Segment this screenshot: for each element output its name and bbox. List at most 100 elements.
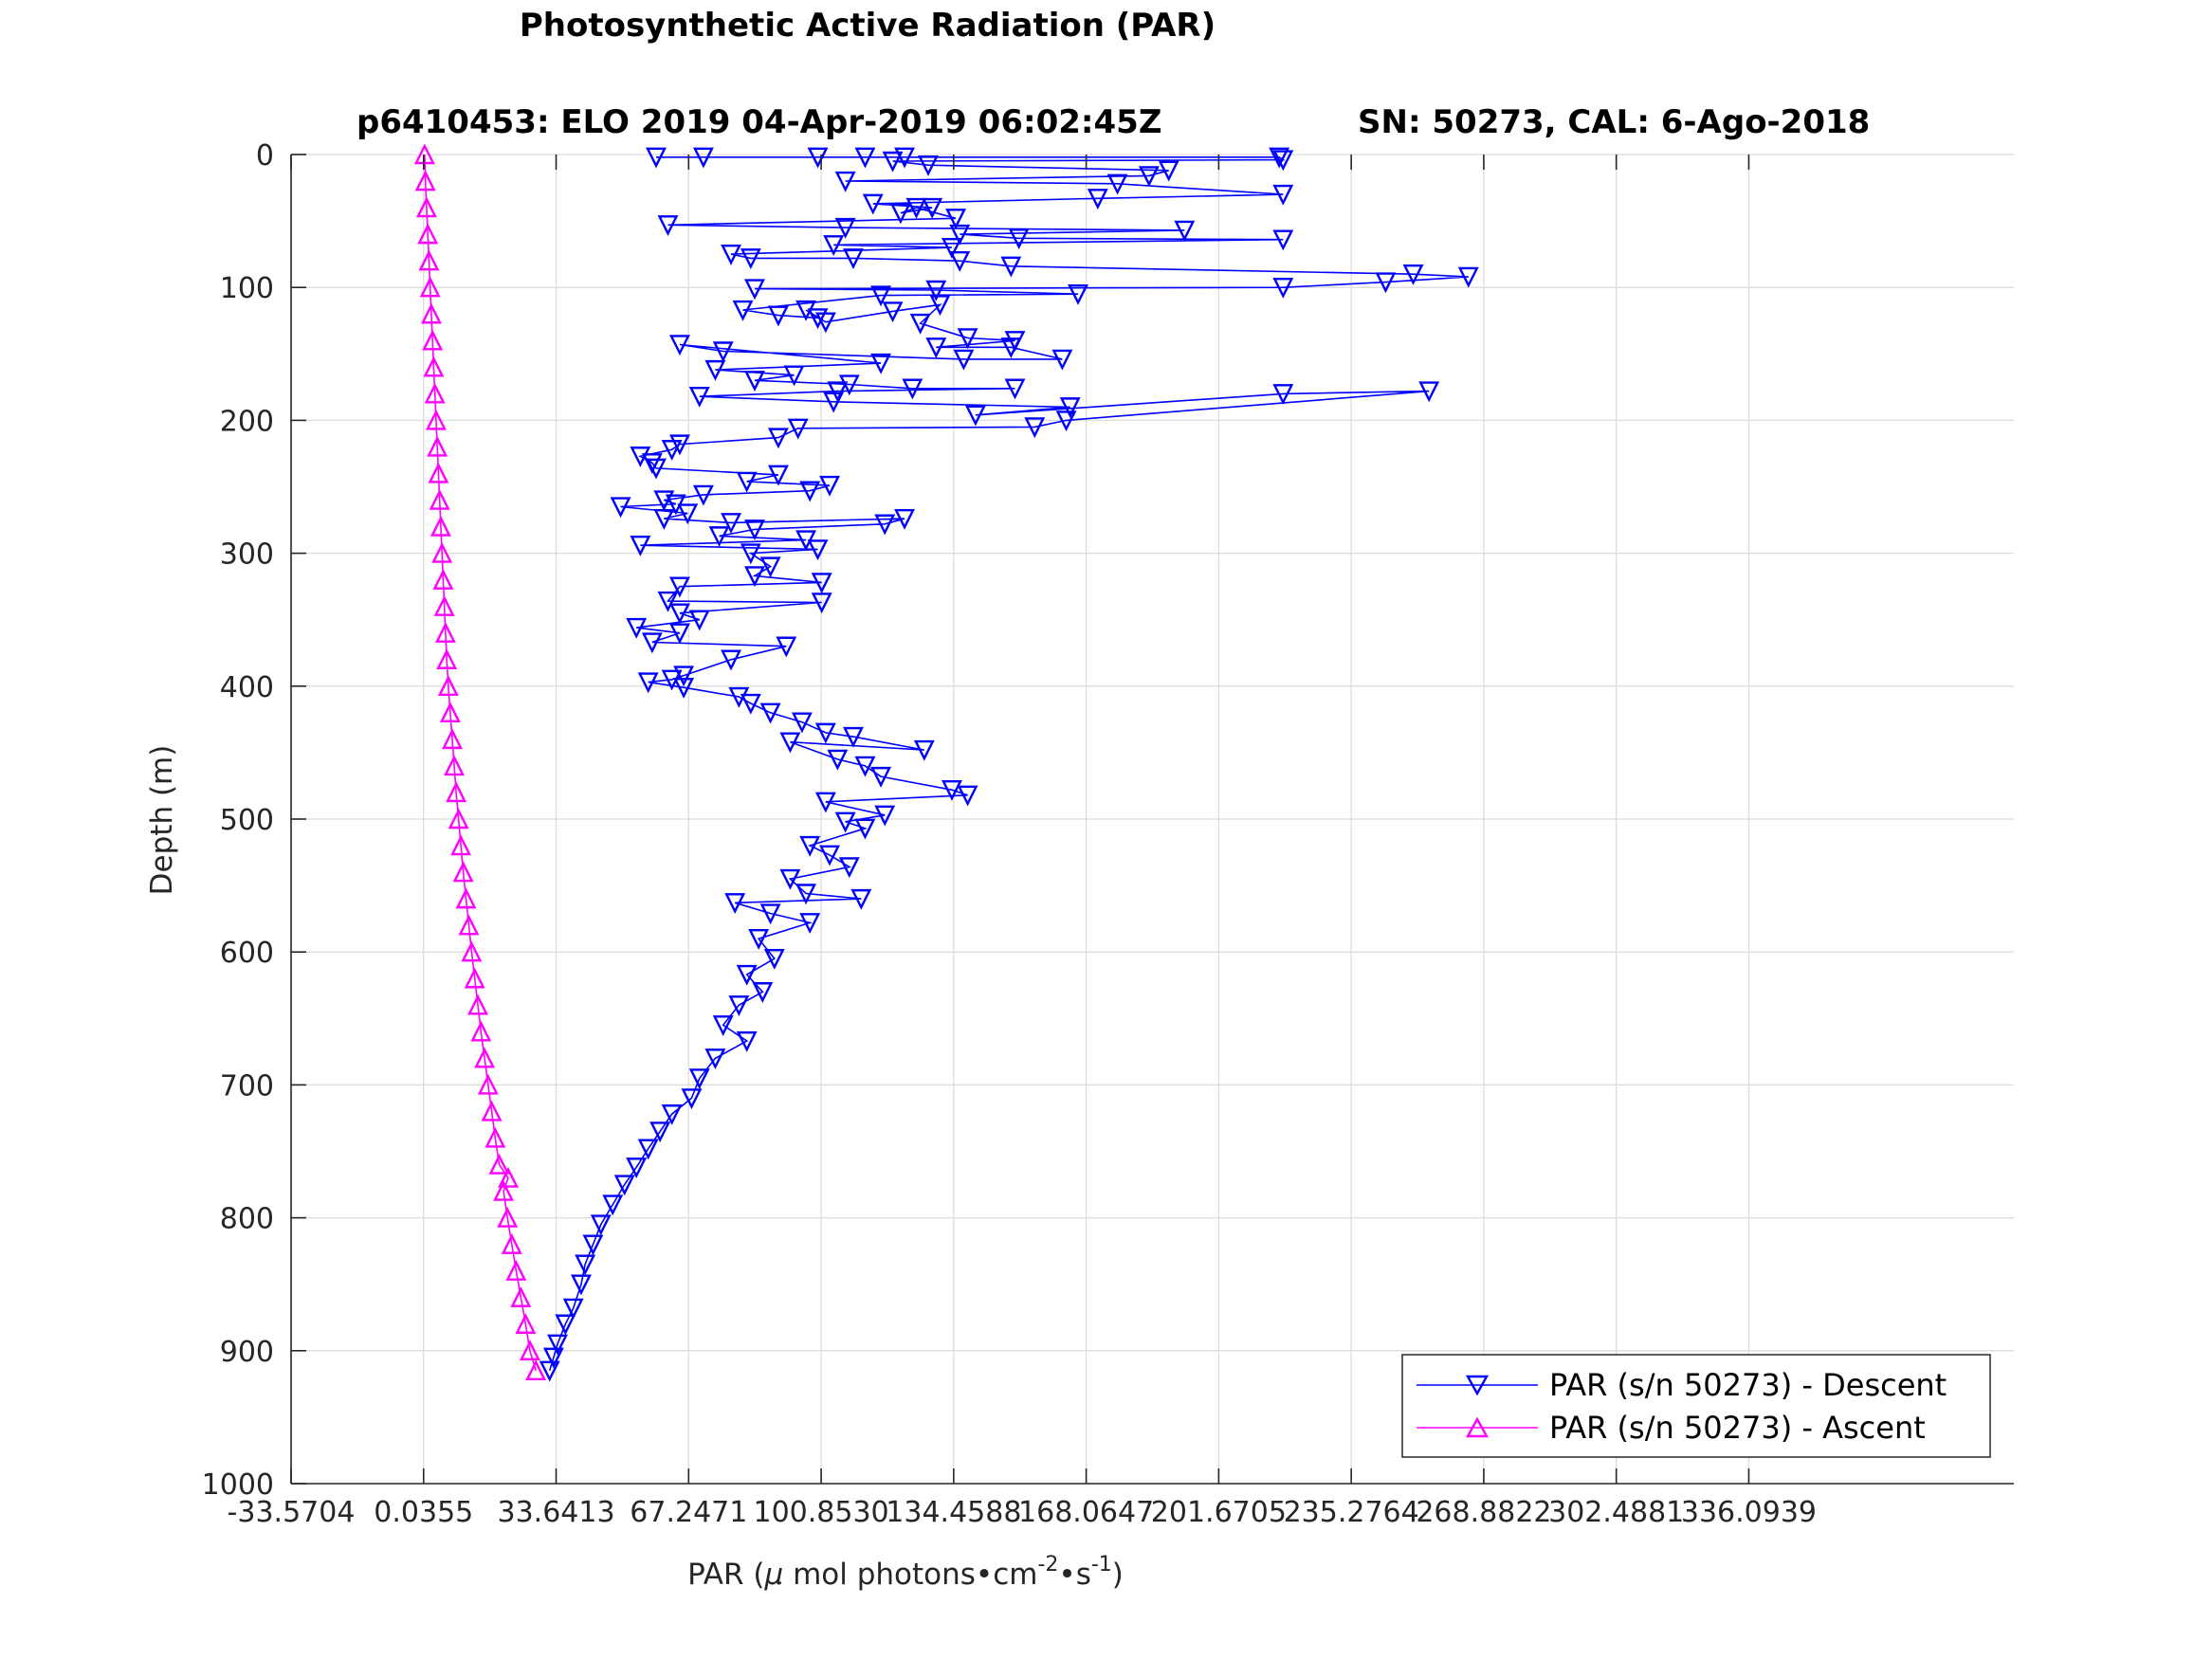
descent-point — [712, 341, 734, 363]
descent-point — [1055, 410, 1077, 432]
descent-point — [957, 328, 978, 350]
ascent-point — [434, 622, 456, 643]
ascent-point — [525, 1359, 547, 1381]
ascent-point — [481, 1100, 503, 1121]
ascent-point — [414, 170, 436, 191]
ascent-point — [461, 940, 483, 962]
descent-point — [949, 250, 971, 272]
y-axis-label: Depth (m) — [145, 745, 179, 896]
descent-point — [791, 712, 813, 734]
descent-point — [637, 1139, 659, 1160]
descent-point — [957, 785, 978, 807]
descent-point — [661, 440, 683, 461]
ascent-point — [458, 914, 480, 936]
descent-point — [657, 215, 679, 236]
chart-title: Photosynthetic Active Radiation (PAR) — [520, 7, 1216, 45]
descent-point — [562, 1298, 584, 1320]
descent-point — [721, 513, 741, 535]
descent-point — [1059, 397, 1081, 419]
descent-point — [834, 217, 856, 239]
legend-marker-descent — [1465, 1375, 1490, 1396]
descent-point — [807, 147, 829, 169]
descent-point — [862, 193, 884, 215]
descent-point — [819, 845, 840, 866]
descent-point — [922, 197, 943, 219]
x-tick-label: 268.8822 — [1416, 1496, 1551, 1529]
descent-point — [657, 591, 679, 612]
descent-point — [925, 280, 947, 301]
descent-point — [870, 285, 892, 307]
descent-point — [874, 805, 896, 827]
descent-point — [909, 313, 931, 335]
ascent-point — [418, 249, 440, 271]
ascent-point — [422, 329, 444, 351]
descent-point — [941, 779, 962, 801]
x-axis-label-mid: mol photons•cm — [783, 1558, 1037, 1592]
ascent-point — [413, 143, 435, 165]
descent-point — [834, 811, 856, 833]
descent-point — [870, 353, 892, 374]
descent-point — [602, 1194, 624, 1216]
descent-point — [708, 526, 730, 548]
ascent-point — [519, 1340, 540, 1360]
descent-point — [649, 1121, 671, 1143]
descent-point — [669, 603, 690, 625]
descent-point — [814, 792, 836, 813]
ascent-point — [432, 568, 454, 590]
x-tick-label: 100.8530 — [753, 1496, 888, 1529]
descent-line — [548, 156, 1469, 1372]
ascent-point — [497, 1206, 519, 1228]
descent-point — [799, 835, 821, 857]
descent-point — [776, 636, 797, 658]
descent-point — [688, 386, 710, 408]
legend-label-ascent: PAR (s/n 50273) - Ascent — [1549, 1410, 1926, 1446]
descent-point — [795, 884, 816, 905]
x-axis-label: PAR (μ mol photons•cm-2•s-1) — [687, 1553, 1124, 1592]
descent-point — [688, 1068, 710, 1090]
descent-point — [641, 453, 663, 474]
descent-point — [590, 1214, 612, 1236]
descent-point — [721, 244, 741, 265]
ascent-point — [510, 1286, 532, 1307]
descent-point — [918, 155, 939, 176]
x-axis-label-sup1: -2 — [1037, 1553, 1058, 1577]
x-axis-label-mu: μ — [764, 1558, 784, 1592]
descent-point — [626, 617, 648, 639]
ascent-line — [424, 154, 537, 1372]
descent-point — [1106, 173, 1128, 195]
descent-point — [744, 566, 765, 588]
descent-point — [843, 726, 864, 748]
descent-point — [759, 702, 781, 724]
descent-point — [736, 471, 758, 493]
ascent-point — [470, 1020, 492, 1042]
descent-point — [941, 237, 962, 259]
descent-point — [744, 520, 765, 541]
ascent-point — [477, 1073, 499, 1095]
descent-point — [783, 365, 805, 387]
axes — [290, 154, 2014, 1485]
descent-point — [894, 508, 915, 530]
ascent-point — [488, 1153, 510, 1175]
ascent-point — [505, 1259, 527, 1281]
descent-point — [838, 857, 860, 879]
ascent-point — [452, 861, 474, 883]
y-tick-label: 1000 — [202, 1468, 274, 1502]
descent-point — [630, 535, 651, 556]
descent-point — [673, 678, 695, 699]
descent-point — [889, 203, 911, 225]
descent-point — [807, 539, 829, 561]
descent-point — [582, 1234, 604, 1256]
descent-point — [787, 418, 809, 440]
x-tick-label: -33.5704 — [228, 1496, 356, 1529]
descent-point — [736, 964, 758, 986]
descent-point — [834, 171, 856, 192]
descent-point — [814, 722, 836, 744]
y-tick-label: 0 — [256, 139, 274, 173]
x-tick-label: 336.0939 — [1681, 1496, 1817, 1529]
descent-point — [1272, 150, 1294, 172]
ascent-point — [515, 1313, 537, 1334]
descent-point — [673, 665, 695, 687]
descent-point — [854, 756, 876, 777]
descent-point — [763, 949, 785, 970]
descent-point — [882, 151, 904, 173]
